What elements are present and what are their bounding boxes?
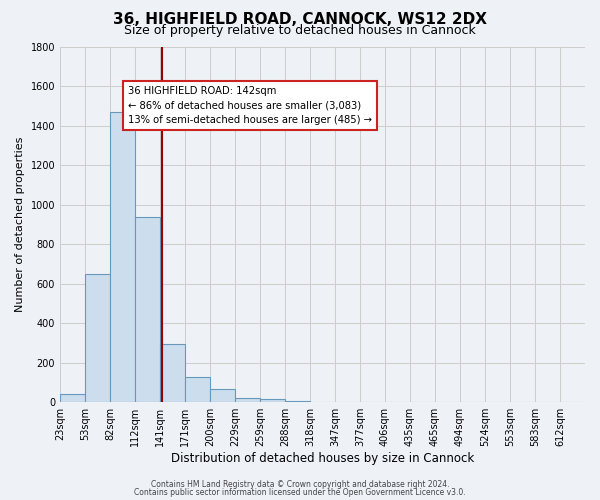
Bar xyxy=(285,400,310,402)
Text: 36, HIGHFIELD ROAD, CANNOCK, WS12 2DX: 36, HIGHFIELD ROAD, CANNOCK, WS12 2DX xyxy=(113,12,487,28)
Bar xyxy=(135,218,160,402)
Bar xyxy=(60,394,85,402)
Bar xyxy=(160,344,185,402)
Bar xyxy=(235,398,260,402)
Bar xyxy=(260,399,285,402)
Text: Size of property relative to detached houses in Cannock: Size of property relative to detached ho… xyxy=(124,24,476,37)
Bar xyxy=(110,112,135,402)
Bar xyxy=(85,274,110,402)
X-axis label: Distribution of detached houses by size in Cannock: Distribution of detached houses by size … xyxy=(171,452,474,465)
Y-axis label: Number of detached properties: Number of detached properties xyxy=(15,136,25,312)
Text: Contains public sector information licensed under the Open Government Licence v3: Contains public sector information licen… xyxy=(134,488,466,497)
Bar xyxy=(210,390,235,402)
Text: 36 HIGHFIELD ROAD: 142sqm
← 86% of detached houses are smaller (3,083)
13% of se: 36 HIGHFIELD ROAD: 142sqm ← 86% of detac… xyxy=(128,86,372,125)
Bar xyxy=(185,376,210,402)
Text: Contains HM Land Registry data © Crown copyright and database right 2024.: Contains HM Land Registry data © Crown c… xyxy=(151,480,449,489)
